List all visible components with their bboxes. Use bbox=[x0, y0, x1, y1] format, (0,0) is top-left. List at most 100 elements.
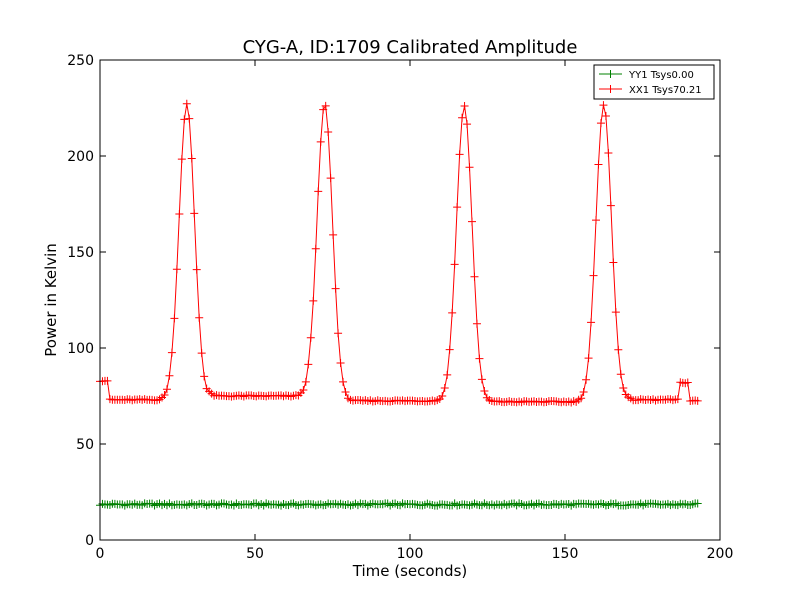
data-point bbox=[589, 271, 598, 280]
data-point bbox=[195, 313, 204, 322]
data-point bbox=[443, 370, 452, 379]
data-point bbox=[334, 329, 343, 338]
data-point bbox=[582, 375, 591, 384]
data-point bbox=[192, 265, 201, 274]
y-tick-label: 0 bbox=[85, 533, 94, 549]
data-point bbox=[470, 272, 479, 281]
data-point bbox=[579, 388, 588, 397]
data-point bbox=[614, 345, 623, 354]
data-point bbox=[604, 148, 613, 157]
data-point bbox=[584, 354, 593, 363]
legend: YY1 Tsys0.00 XX1 Tsys70.21 bbox=[593, 64, 715, 100]
data-point bbox=[601, 112, 610, 121]
data-point bbox=[309, 296, 318, 305]
data-point bbox=[177, 155, 186, 164]
plot-frame bbox=[99, 59, 721, 541]
legend-entry: YY1 Tsys0.00 bbox=[599, 70, 694, 81]
legend-box bbox=[593, 64, 715, 100]
data-point bbox=[453, 203, 462, 212]
data-point bbox=[301, 377, 310, 386]
data-point bbox=[306, 333, 315, 342]
data-point bbox=[329, 230, 338, 239]
plot-area bbox=[96, 99, 702, 510]
series-markers bbox=[96, 499, 702, 510]
data-point bbox=[455, 150, 464, 159]
y-tick-label: 150 bbox=[67, 245, 94, 261]
data-point bbox=[468, 217, 476, 226]
data-point bbox=[683, 378, 692, 387]
data-point bbox=[611, 308, 620, 317]
data-point bbox=[160, 391, 169, 400]
legend-marker bbox=[606, 85, 615, 93]
data-point bbox=[450, 260, 459, 269]
data-point bbox=[445, 345, 454, 354]
series-1 bbox=[96, 99, 702, 407]
data-point bbox=[299, 386, 308, 395]
data-point bbox=[619, 383, 628, 392]
data-point bbox=[200, 372, 209, 381]
legend-label: XX1 Tsys70.21 bbox=[629, 85, 702, 96]
data-point bbox=[187, 154, 196, 163]
data-point bbox=[197, 349, 206, 358]
data-point bbox=[472, 319, 481, 328]
data-point bbox=[175, 210, 184, 219]
data-point bbox=[170, 314, 179, 323]
data-point bbox=[438, 392, 447, 401]
x-tick-label: 0 bbox=[96, 546, 105, 562]
y-axis-label: Power in Kelvin bbox=[42, 243, 60, 357]
data-point bbox=[165, 371, 174, 380]
data-point bbox=[440, 384, 449, 393]
data-point bbox=[463, 120, 472, 129]
data-point bbox=[596, 119, 605, 128]
data-point bbox=[616, 370, 625, 379]
series-markers bbox=[96, 99, 702, 407]
data-point bbox=[587, 318, 596, 327]
data-point bbox=[321, 101, 330, 110]
y-tick-label: 50 bbox=[76, 437, 94, 453]
data-point bbox=[339, 377, 348, 386]
y-tick-label: 100 bbox=[67, 341, 94, 357]
data-point bbox=[577, 394, 586, 403]
data-point bbox=[182, 99, 191, 108]
x-axis-label: Time (seconds) bbox=[352, 562, 468, 580]
chart-title: CYG-A, ID:1709 Calibrated Amplitude bbox=[243, 37, 578, 58]
x-tick-label: 150 bbox=[552, 546, 579, 562]
data-point bbox=[103, 376, 112, 385]
x-tick-label: 200 bbox=[707, 546, 734, 562]
data-point bbox=[167, 348, 176, 357]
data-point bbox=[458, 113, 467, 122]
data-point bbox=[190, 209, 199, 218]
data-point bbox=[475, 354, 484, 363]
data-point bbox=[172, 265, 181, 274]
data-point bbox=[304, 360, 313, 369]
axes: 0 50 100 150 200 0 50 100 150 200 250 bbox=[67, 53, 733, 562]
data-point bbox=[673, 395, 682, 404]
y-tick-label: 250 bbox=[67, 53, 94, 69]
series-line bbox=[99, 103, 698, 404]
data-point bbox=[341, 387, 350, 396]
data-point bbox=[599, 101, 608, 110]
data-point bbox=[180, 115, 189, 124]
data-point bbox=[448, 308, 457, 317]
data-point bbox=[336, 358, 345, 367]
data-point bbox=[326, 174, 335, 183]
legend-marker bbox=[606, 70, 615, 78]
x-tick-label: 50 bbox=[246, 546, 264, 562]
legend-label: YY1 Tsys0.00 bbox=[628, 70, 694, 81]
legend-entry: XX1 Tsys70.21 bbox=[599, 85, 702, 96]
data-point bbox=[477, 375, 486, 384]
series-0 bbox=[96, 499, 702, 510]
data-point bbox=[592, 216, 600, 225]
data-point bbox=[185, 114, 194, 123]
data-point bbox=[331, 284, 340, 293]
data-point bbox=[609, 258, 618, 267]
data-point bbox=[316, 137, 325, 146]
data-point bbox=[314, 187, 323, 196]
y-tick-label: 200 bbox=[67, 149, 94, 165]
data-point bbox=[693, 396, 702, 405]
data-point bbox=[460, 102, 469, 111]
data-point bbox=[480, 387, 489, 396]
data-point bbox=[311, 244, 320, 253]
